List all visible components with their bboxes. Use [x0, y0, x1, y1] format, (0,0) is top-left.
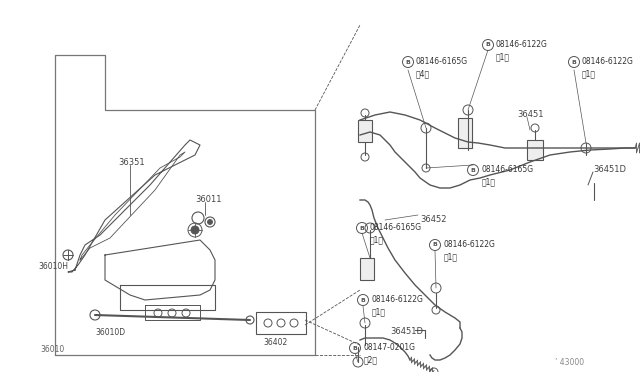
Text: 36011: 36011	[195, 195, 221, 204]
Text: 08146-6165G: 08146-6165G	[370, 223, 422, 232]
Text: 36402: 36402	[263, 338, 287, 347]
Text: 08146-6122G: 08146-6122G	[582, 57, 634, 66]
Text: （4）: （4）	[416, 69, 430, 78]
Text: （1）: （1）	[370, 235, 384, 244]
Text: 36351: 36351	[118, 158, 145, 167]
Text: 08146-6122G: 08146-6122G	[444, 240, 496, 249]
Text: 08146-6165G: 08146-6165G	[482, 165, 534, 174]
Circle shape	[207, 219, 212, 224]
Text: 08146-6165G: 08146-6165G	[416, 57, 468, 66]
Text: （2）: （2）	[364, 355, 378, 364]
Bar	[527, 140, 543, 160]
Text: ’ 43000: ’ 43000	[555, 358, 584, 367]
Text: 08147-0201G: 08147-0201G	[364, 343, 416, 352]
Text: 36010: 36010	[40, 345, 64, 354]
Text: 36010H: 36010H	[38, 262, 68, 271]
Circle shape	[191, 226, 199, 234]
Text: （1）: （1）	[496, 52, 510, 61]
Text: 36010D: 36010D	[95, 328, 125, 337]
Text: （1）: （1）	[482, 177, 496, 186]
Text: B: B	[470, 167, 476, 173]
Bar	[358, 120, 372, 142]
Bar	[458, 118, 472, 148]
Text: B: B	[353, 346, 357, 350]
Text: 08146-6122G: 08146-6122G	[372, 295, 424, 304]
Text: B: B	[572, 60, 577, 64]
Text: B: B	[360, 298, 365, 302]
Text: B: B	[406, 60, 410, 64]
Text: 36451D: 36451D	[593, 165, 626, 174]
Text: 36451: 36451	[517, 110, 543, 119]
Text: （1）: （1）	[372, 307, 386, 316]
Text: 08146-6122G: 08146-6122G	[496, 40, 548, 49]
Text: B: B	[486, 42, 490, 48]
Bar	[360, 258, 374, 280]
Text: 36452: 36452	[420, 215, 447, 224]
Text: B: B	[433, 243, 437, 247]
Text: 36451D: 36451D	[390, 327, 423, 336]
Bar	[256, 312, 306, 334]
Text: （1）: （1）	[582, 69, 596, 78]
Text: B: B	[360, 225, 364, 231]
Text: （1）: （1）	[444, 252, 458, 261]
